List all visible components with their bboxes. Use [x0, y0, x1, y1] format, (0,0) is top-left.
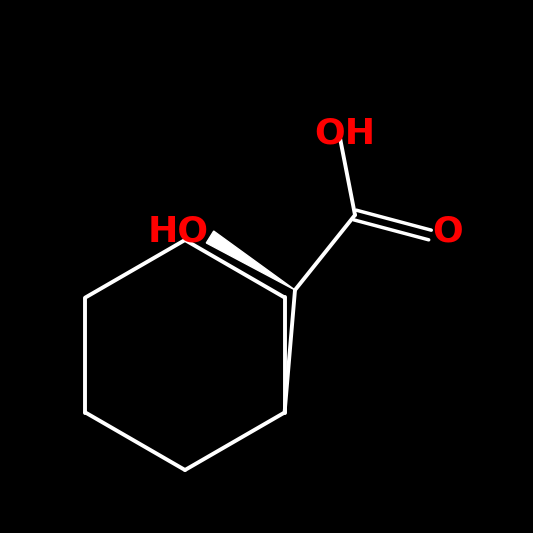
Text: O: O	[433, 215, 463, 249]
Text: HO: HO	[148, 215, 208, 249]
Polygon shape	[206, 231, 295, 290]
Text: OH: OH	[314, 116, 376, 150]
